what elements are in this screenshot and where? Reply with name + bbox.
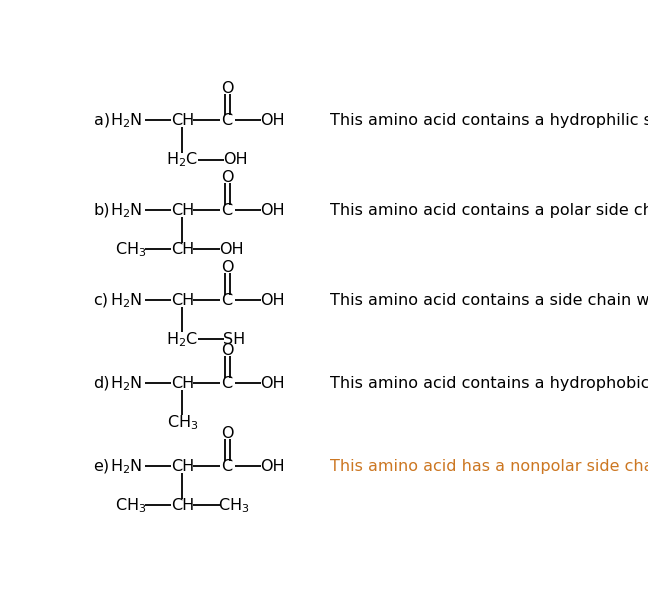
Text: C: C — [222, 459, 233, 474]
Text: c): c) — [93, 293, 109, 308]
Text: CH: CH — [171, 376, 194, 391]
Text: $\mathregular{CH_3}$: $\mathregular{CH_3}$ — [218, 496, 249, 515]
Text: $\mathregular{H_2C}$: $\mathregular{H_2C}$ — [167, 150, 198, 169]
Text: $\mathregular{H_2N}$: $\mathregular{H_2N}$ — [110, 457, 143, 476]
Text: CH: CH — [171, 242, 194, 257]
Text: O: O — [222, 426, 234, 441]
Text: This amino acid contains a hydrophilic side chain.: This amino acid contains a hydrophilic s… — [330, 113, 648, 128]
Text: $\mathregular{CH_3}$: $\mathregular{CH_3}$ — [115, 496, 147, 515]
Text: O: O — [222, 343, 234, 358]
Text: OH: OH — [260, 459, 284, 474]
Text: C: C — [222, 113, 233, 128]
Text: $\mathregular{H_2N}$: $\mathregular{H_2N}$ — [110, 374, 143, 392]
Text: $\mathregular{H_2N}$: $\mathregular{H_2N}$ — [110, 201, 143, 220]
Text: CH: CH — [171, 498, 194, 513]
Text: $\mathregular{CH_3}$: $\mathregular{CH_3}$ — [167, 413, 198, 432]
Text: CH: CH — [171, 293, 194, 308]
Text: OH: OH — [260, 202, 284, 218]
Text: OH: OH — [260, 113, 284, 128]
Text: This amino acid has a nonpolar side chain.: This amino acid has a nonpolar side chai… — [330, 459, 648, 474]
Text: $\mathregular{H_2N}$: $\mathregular{H_2N}$ — [110, 111, 143, 129]
Text: C: C — [222, 202, 233, 218]
Text: a): a) — [93, 113, 110, 128]
Text: OH: OH — [260, 293, 284, 308]
Text: e): e) — [93, 459, 110, 474]
Text: OH: OH — [223, 152, 248, 167]
Text: OH: OH — [219, 242, 244, 257]
Text: SH: SH — [223, 332, 246, 347]
Text: CH: CH — [171, 113, 194, 128]
Text: C: C — [222, 376, 233, 391]
Text: d): d) — [93, 376, 110, 391]
Text: CH: CH — [171, 202, 194, 218]
Text: b): b) — [93, 202, 110, 218]
Text: $\mathregular{H_2C}$: $\mathregular{H_2C}$ — [167, 330, 198, 349]
Text: C: C — [222, 293, 233, 308]
Text: O: O — [222, 171, 234, 186]
Text: This amino acid contains a polar side chain.: This amino acid contains a polar side ch… — [330, 202, 648, 218]
Text: CH: CH — [171, 459, 194, 474]
Text: This amino acid contains a hydrophobic side chain.: This amino acid contains a hydrophobic s… — [330, 376, 648, 391]
Text: OH: OH — [260, 376, 284, 391]
Text: $\mathregular{H_2N}$: $\mathregular{H_2N}$ — [110, 291, 143, 310]
Text: O: O — [222, 261, 234, 276]
Text: O: O — [222, 80, 234, 95]
Text: This amino acid contains a side chain with disulfide bond.: This amino acid contains a side chain wi… — [330, 293, 648, 308]
Text: $\mathregular{CH_3}$: $\mathregular{CH_3}$ — [115, 240, 147, 259]
